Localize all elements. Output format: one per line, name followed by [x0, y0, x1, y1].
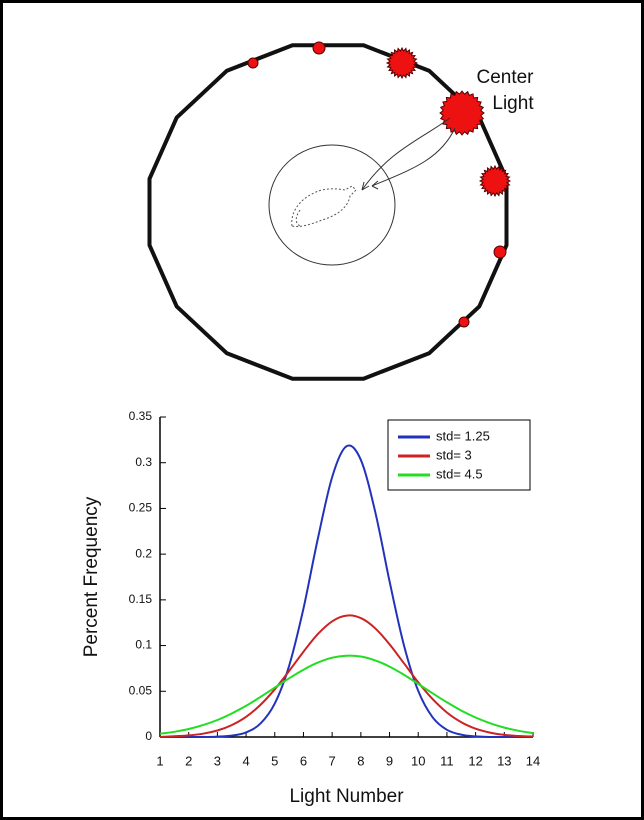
rat: [291, 185, 357, 227]
arena: [147, 41, 512, 381]
legend-label: std= 3: [436, 447, 472, 462]
y-tick-label: 0.05: [129, 683, 153, 697]
arrow: [361, 117, 451, 191]
x-tick-label: 13: [497, 753, 511, 768]
y-tick-label: 0.3: [135, 455, 152, 469]
diagram-label: Light: [492, 93, 534, 114]
light: [247, 57, 259, 69]
y-tick-label: 0.25: [129, 501, 153, 515]
x-tick-label: 6: [300, 753, 307, 768]
light: [385, 46, 419, 80]
y-tick-label: 0.35: [129, 409, 153, 423]
y-axis-label: Percent Frequency: [81, 496, 102, 657]
legend-label: std= 4.5: [436, 466, 483, 481]
light: [493, 245, 507, 259]
x-tick-label: 14: [526, 753, 540, 768]
y-tick-label: 0.2: [135, 546, 152, 560]
line: [159, 614, 534, 738]
diagram-label: Center: [476, 67, 534, 88]
x-axis-label: Light Number: [289, 786, 404, 807]
y-tick-label: 0: [145, 729, 152, 743]
arrow: [371, 127, 456, 187]
line: [160, 444, 533, 739]
x-tick-label: 8: [357, 753, 364, 768]
y-tick-label: 0.1: [135, 638, 152, 652]
x-tick-label: 3: [214, 753, 221, 768]
light: [312, 41, 326, 55]
line: [159, 654, 534, 735]
arena-wall: [147, 43, 509, 381]
chart: 00.050.10.150.20.250.30.351 2 3 4 5 6 7 8 9 10 11 1…: [81, 409, 540, 807]
rat-zone: [268, 144, 396, 266]
x-tick-label: 5: [271, 753, 278, 768]
x-tick-label: 11: [440, 753, 454, 768]
x-tick-label: 9: [386, 753, 393, 768]
x-tick-label: 4: [242, 753, 249, 768]
light: [439, 90, 485, 136]
light: [458, 316, 470, 328]
light: [478, 164, 512, 198]
y-tick-label: 0.15: [129, 592, 153, 606]
arrow-head: [361, 180, 379, 191]
x-tick-label: 7: [329, 753, 336, 768]
legend-label: std= 1.25: [436, 428, 490, 443]
x-tick-label: 12: [468, 753, 482, 768]
x-tick-label: 2: [185, 753, 192, 768]
x-tick-label: 1: [156, 753, 163, 768]
x-tick-label: 10: [411, 753, 425, 768]
